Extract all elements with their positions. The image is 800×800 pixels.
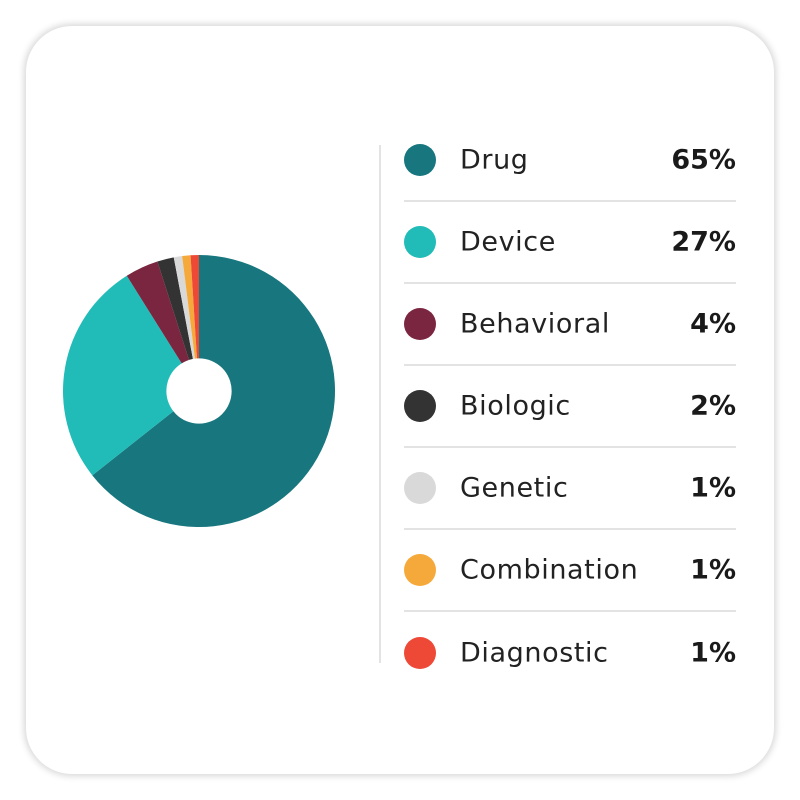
legend-swatch-genetic bbox=[404, 472, 436, 504]
legend-value-drug: 65% bbox=[671, 144, 736, 176]
pie-slice-combination bbox=[182, 255, 199, 391]
legend-swatch-combination bbox=[404, 554, 436, 586]
legend-swatch-diagnostic bbox=[404, 637, 436, 669]
legend-label-genetic: Genetic bbox=[460, 472, 569, 504]
pie-slice-genetic bbox=[173, 256, 199, 391]
legend-swatch-drug bbox=[404, 144, 436, 176]
pie-slice-behavioral bbox=[126, 261, 199, 391]
legend-item-biologic: Biologic 2% bbox=[404, 366, 736, 448]
legend-swatch-behavioral bbox=[404, 308, 436, 340]
legend-item-diagnostic: Diagnostic 1% bbox=[404, 612, 736, 694]
legend-label-device: Device bbox=[460, 226, 556, 258]
legend-value-behavioral: 4% bbox=[690, 308, 736, 340]
legend-value-combination: 1% bbox=[690, 554, 736, 586]
legend-label-biologic: Biologic bbox=[460, 390, 571, 422]
legend-label-drug: Drug bbox=[460, 144, 529, 176]
pie-slice-biologic bbox=[157, 257, 199, 391]
pie-slice-device bbox=[63, 275, 199, 476]
legend-item-device: Device 27% bbox=[404, 202, 736, 284]
legend-label-diagnostic: Diagnostic bbox=[460, 637, 609, 669]
legend-swatch-biologic bbox=[404, 390, 436, 422]
legend-item-combination: Combination 1% bbox=[404, 530, 736, 612]
legend-item-drug: Drug 65% bbox=[404, 120, 736, 202]
pie-center-hole bbox=[166, 358, 232, 424]
pie-svg bbox=[63, 255, 335, 527]
legend-value-genetic: 1% bbox=[690, 472, 736, 504]
legend-item-genetic: Genetic 1% bbox=[404, 448, 736, 530]
legend-label-combination: Combination bbox=[460, 554, 639, 586]
pie-chart bbox=[63, 255, 335, 527]
legend-value-diagnostic: 1% bbox=[690, 637, 736, 669]
legend-item-behavioral: Behavioral 4% bbox=[404, 284, 736, 366]
pie-slice-diagnostic bbox=[190, 255, 199, 391]
legend-swatch-device bbox=[404, 226, 436, 258]
legend-divider bbox=[379, 145, 381, 663]
legend-label-behavioral: Behavioral bbox=[460, 308, 610, 340]
legend: Drug 65% Device 27% Behavioral 4% Biolog… bbox=[404, 120, 736, 694]
legend-value-biologic: 2% bbox=[690, 390, 736, 422]
legend-value-device: 27% bbox=[671, 226, 736, 258]
